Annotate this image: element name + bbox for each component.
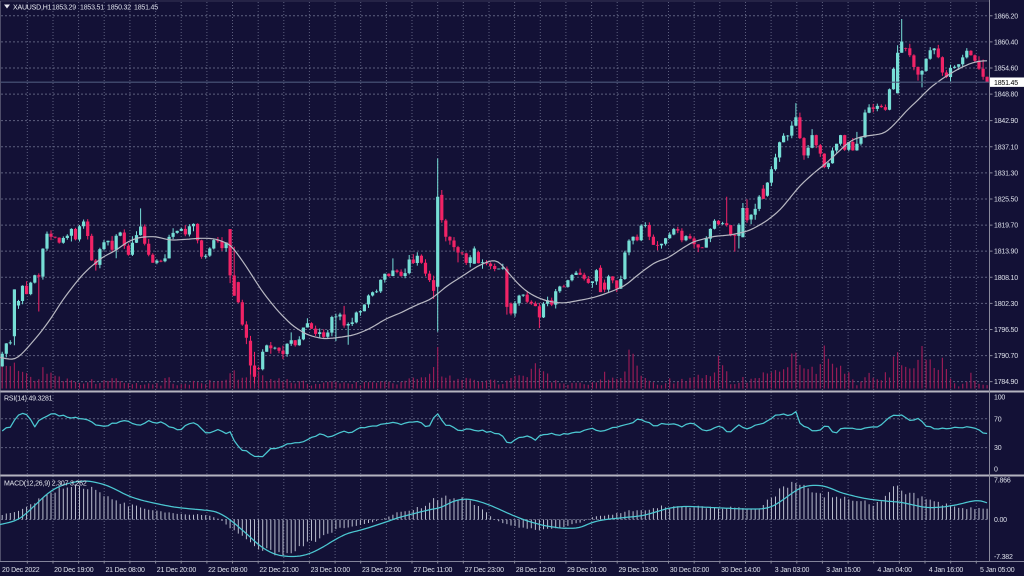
svg-text:1851.45: 1851.45 <box>994 80 1018 87</box>
svg-text:1837.10: 1837.10 <box>994 144 1018 151</box>
svg-text:22 Dec 09:00: 22 Dec 09:00 <box>208 567 248 574</box>
svg-text:1854.60: 1854.60 <box>994 66 1018 73</box>
svg-text:3 Jan 03:00: 3 Jan 03:00 <box>775 567 810 574</box>
svg-text:30: 30 <box>994 445 1002 452</box>
svg-text:1831.30: 1831.30 <box>994 170 1018 177</box>
svg-text:30 Dec 14:00: 30 Dec 14:00 <box>721 567 761 574</box>
svg-text:23 Dec 22:00: 23 Dec 22:00 <box>362 567 402 574</box>
svg-text:1842.90: 1842.90 <box>994 118 1018 125</box>
svg-text:1808.10: 1808.10 <box>994 275 1018 282</box>
svg-text:3 Jan 15:00: 3 Jan 15:00 <box>826 567 861 574</box>
svg-text:30 Dec 02:00: 30 Dec 02:00 <box>670 567 710 574</box>
svg-text:1790.70: 1790.70 <box>994 353 1018 360</box>
svg-text:27 Dec 11:00: 27 Dec 11:00 <box>414 567 453 574</box>
svg-text:1819.70: 1819.70 <box>994 223 1018 230</box>
svg-text:4 Jan 04:00: 4 Jan 04:00 <box>877 567 912 574</box>
svg-text:70: 70 <box>994 416 1002 423</box>
svg-text:0.00: 0.00 <box>994 517 1007 524</box>
svg-text:0: 0 <box>994 467 998 474</box>
svg-text:1825.50: 1825.50 <box>994 196 1018 203</box>
svg-text:29 Dec 01:00: 29 Dec 01:00 <box>567 567 607 574</box>
svg-text:20 Dec 19:00: 20 Dec 19:00 <box>54 567 94 574</box>
svg-text:100: 100 <box>994 395 1005 402</box>
svg-text:27 Dec 23:00: 27 Dec 23:00 <box>465 567 505 574</box>
svg-text:23 Dec 10:00: 23 Dec 10:00 <box>311 567 351 574</box>
svg-text:1853.51: 1853.51 <box>80 5 104 12</box>
svg-text:20 Dec 2022: 20 Dec 2022 <box>2 567 40 574</box>
svg-text:1853.29: 1853.29 <box>52 5 76 12</box>
svg-text:1802.30: 1802.30 <box>994 301 1018 308</box>
svg-text:4 Jan 16:00: 4 Jan 16:00 <box>929 567 964 574</box>
svg-text:1796.50: 1796.50 <box>994 327 1018 334</box>
svg-text:1866.20: 1866.20 <box>994 13 1018 20</box>
svg-text:21 Dec 08:00: 21 Dec 08:00 <box>105 567 145 574</box>
svg-text:XAUUSD,H1: XAUUSD,H1 <box>13 5 52 12</box>
svg-text:29 Dec 13:00: 29 Dec 13:00 <box>618 567 658 574</box>
svg-text:22 Dec 21:00: 22 Dec 21:00 <box>259 567 299 574</box>
svg-text:1860.40: 1860.40 <box>994 39 1018 46</box>
svg-text:1813.90: 1813.90 <box>994 249 1018 256</box>
svg-text:MACD(12,26,9) 2.307 3.262: MACD(12,26,9) 2.307 3.262 <box>4 481 87 488</box>
svg-text:21 Dec 20:00: 21 Dec 20:00 <box>157 567 197 574</box>
svg-text:5 Jan 05:00: 5 Jan 05:00 <box>980 567 1015 574</box>
svg-text:7.866: 7.866 <box>994 478 1011 485</box>
svg-text:1784.90: 1784.90 <box>994 379 1018 386</box>
svg-text:1851.45: 1851.45 <box>134 5 158 12</box>
svg-text:-7.382: -7.382 <box>994 554 1013 561</box>
svg-text:RSI(14) 49.3281: RSI(14) 49.3281 <box>4 396 53 403</box>
svg-text:1850.32: 1850.32 <box>107 5 131 12</box>
svg-text:1848.80: 1848.80 <box>994 92 1018 99</box>
svg-text:28 Dec 12:00: 28 Dec 12:00 <box>516 567 556 574</box>
